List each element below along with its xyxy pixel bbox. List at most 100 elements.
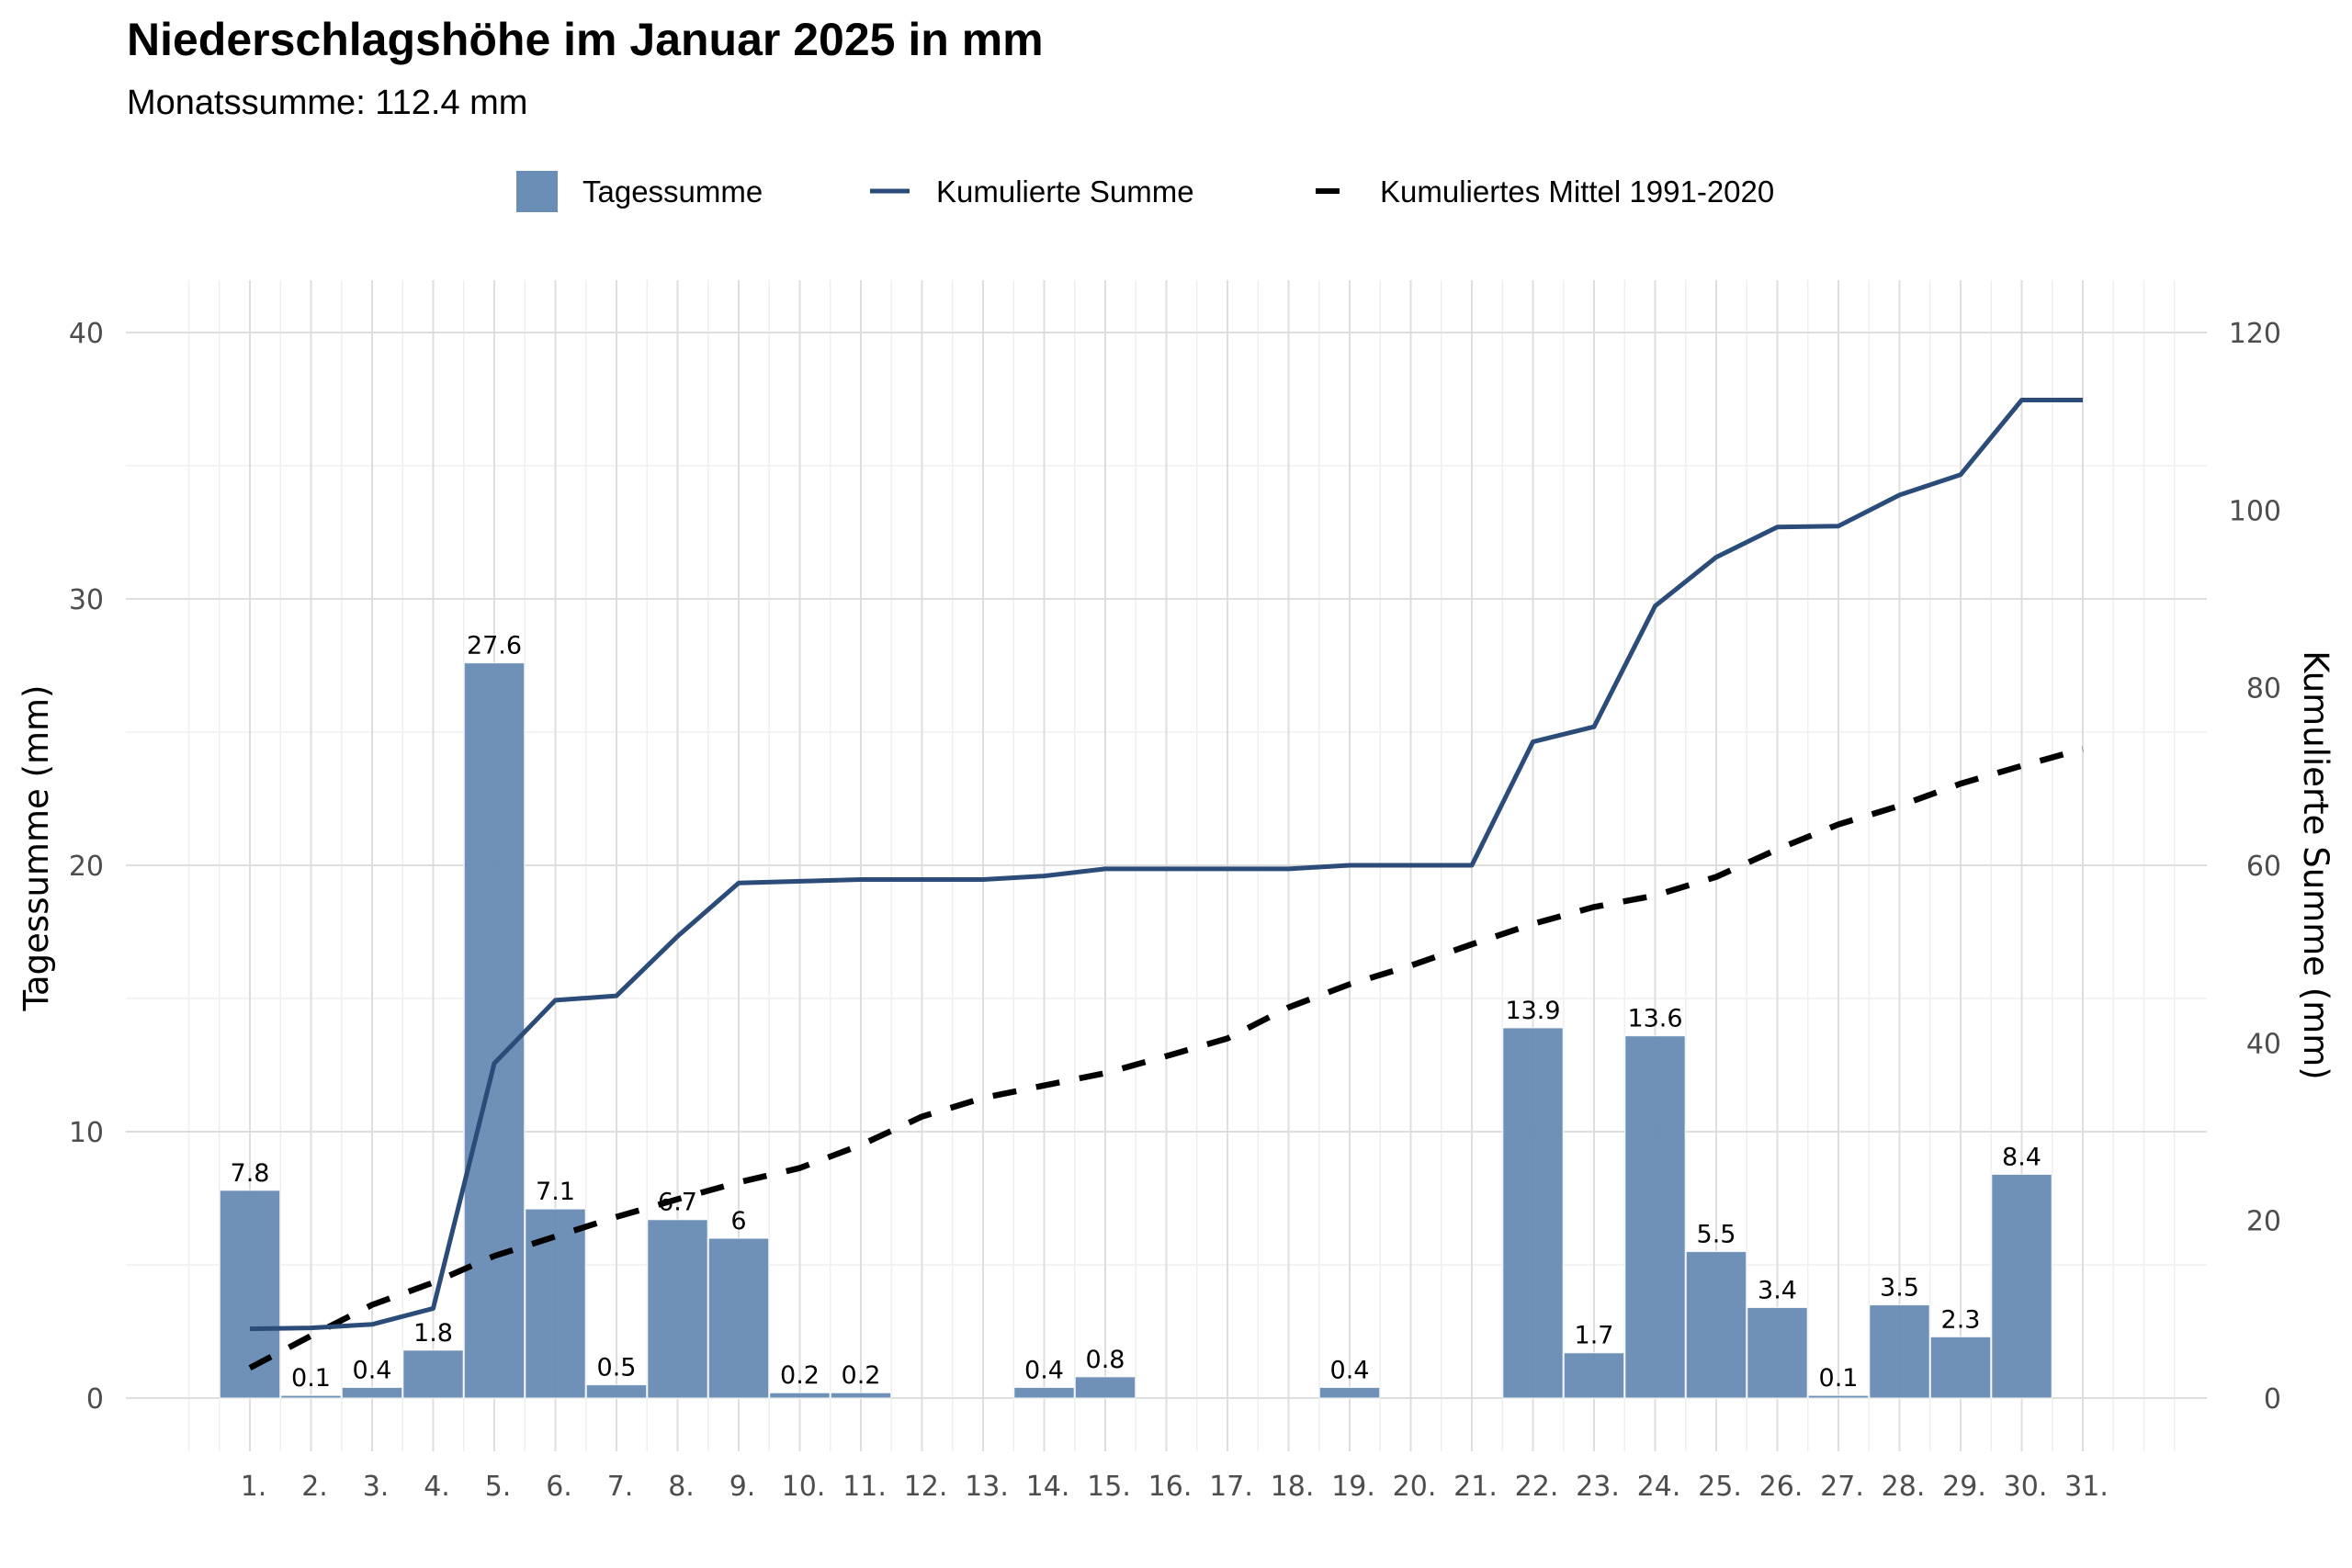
bar-value-label: 0.1 — [1819, 1364, 1859, 1393]
y-tick-right: 0 — [2264, 1383, 2281, 1416]
bar-labels: 7.80.1 0.41.827.67.10.56.760.2 0.2 0.4 0.8 0.… — [231, 632, 2041, 1393]
bar-value-label: 0.4 — [1024, 1356, 1064, 1384]
bar-day-10 — [769, 1392, 831, 1399]
y-tick-left: 10 — [69, 1117, 104, 1149]
bar-value-label: 1.8 — [413, 1319, 453, 1348]
bar-value-label: 0.1 — [291, 1364, 331, 1393]
x-tick-label: 28. — [1882, 1471, 1926, 1503]
bar-value-label: 0.2 — [780, 1361, 820, 1390]
x-tick-label: 11. — [842, 1471, 887, 1503]
y-tick-right: 80 — [2246, 673, 2281, 705]
bar-day-15 — [1074, 1376, 1136, 1399]
x-tick-label: 31. — [2064, 1471, 2109, 1503]
x-tick-label: 25. — [1698, 1471, 1742, 1503]
x-tick-label: 13. — [965, 1471, 1009, 1503]
y-tick-right: 100 — [2229, 495, 2281, 527]
y-tick-left: 20 — [69, 851, 104, 883]
x-tick-label: 16. — [1148, 1471, 1193, 1503]
x-tick-label: 21. — [1453, 1471, 1498, 1503]
bar-day-5 — [463, 661, 526, 1399]
bar-day-24 — [1624, 1034, 1686, 1399]
x-tick-label: 6. — [546, 1471, 572, 1503]
legend-label-tagessumme: Tagessumme — [582, 175, 763, 209]
x-tick-label: 26. — [1759, 1471, 1804, 1503]
x-tick-label: 8. — [668, 1471, 695, 1503]
chart-title: Niederschlagshöhe im Januar 2025 in mm — [127, 14, 1044, 65]
bar-day-29 — [1929, 1336, 1992, 1399]
bar-day-8 — [647, 1219, 708, 1399]
bar-value-label: 3.4 — [1758, 1276, 1797, 1304]
x-tick-label: 29. — [1942, 1471, 1986, 1503]
bar-value-label: 5.5 — [1697, 1221, 1736, 1249]
y-tick-right: 120 — [2229, 318, 2281, 350]
x-tick-label: 3. — [363, 1471, 390, 1503]
bar-value-label: 1.7 — [1575, 1322, 1614, 1350]
bar-value-label: 0.5 — [597, 1354, 637, 1382]
x-tick-label: 9. — [729, 1471, 756, 1503]
bar-value-label: 13.9 — [1505, 997, 1560, 1025]
x-tick-label: 12. — [904, 1471, 948, 1503]
x-tick-label: 2. — [301, 1471, 328, 1503]
bar-day-28 — [1869, 1303, 1930, 1399]
x-tick-label: 23. — [1576, 1471, 1620, 1503]
y-tick-left: 0 — [86, 1383, 104, 1416]
bar-value-label: 6 — [730, 1207, 746, 1235]
x-tick-label: 10. — [782, 1471, 826, 1503]
legend-label-kumulierte-summe: Kumulierte Summe — [936, 175, 1194, 209]
bar-value-label: 13.6 — [1627, 1005, 1682, 1033]
y-tick-right: 40 — [2246, 1028, 2281, 1060]
y-tick-left: 40 — [69, 318, 104, 350]
bar-day-6 — [525, 1208, 586, 1399]
legend: Tagessumme Kumulierte Summe Kumuliertes … — [516, 171, 1774, 212]
x-tick-label: 24. — [1637, 1471, 1681, 1503]
x-tick-label: 1. — [241, 1471, 267, 1503]
bar-value-label: 3.5 — [1880, 1274, 1919, 1303]
bar-day-27 — [1807, 1394, 1870, 1399]
x-tick-label: 27. — [1820, 1471, 1864, 1503]
x-tick-label: 14. — [1026, 1471, 1070, 1503]
x-tick-label: 20. — [1393, 1471, 1437, 1503]
bar-value-label: 27.6 — [467, 632, 522, 660]
bar-value-label: 7.8 — [231, 1159, 270, 1188]
grid — [126, 280, 2207, 1451]
bar-value-label: 0.8 — [1086, 1346, 1125, 1374]
bars — [219, 661, 2052, 1399]
y-tick-left: 30 — [69, 584, 104, 616]
y-tick-right: 60 — [2246, 851, 2281, 883]
bar-day-25 — [1685, 1250, 1747, 1399]
lines — [248, 398, 2084, 1371]
bar-value-label: 2.3 — [1941, 1305, 1981, 1334]
bar-value-label: 7.1 — [536, 1178, 575, 1206]
x-tick-label: 15. — [1087, 1471, 1131, 1503]
bar-day-9 — [707, 1237, 770, 1399]
bar-day-3 — [341, 1386, 403, 1399]
x-tick-label: 19. — [1331, 1471, 1375, 1503]
bar-day-4 — [402, 1349, 464, 1399]
y-axis-right-ticks: 0 20 40 60 80 100 120 — [2229, 318, 2281, 1416]
bar-day-22 — [1502, 1027, 1564, 1399]
bar-value-label: 8.4 — [2002, 1143, 2041, 1171]
y-axis-left-ticks: 0 10 20 30 40 — [69, 318, 104, 1416]
x-tick-label: 4. — [424, 1471, 450, 1503]
x-tick-label: 17. — [1209, 1471, 1253, 1503]
bar-day-26 — [1747, 1306, 1808, 1399]
bar-day-7 — [585, 1383, 648, 1399]
bar-value-label: 0.2 — [842, 1361, 881, 1390]
bar-day-30 — [1991, 1173, 2052, 1399]
legend-key-bar — [516, 171, 558, 212]
bar-day-11 — [830, 1392, 892, 1399]
x-tick-label: 22. — [1515, 1471, 1559, 1503]
x-tick-label: 7. — [607, 1471, 634, 1503]
x-tick-label: 30. — [2004, 1471, 2048, 1503]
bar-day-14 — [1013, 1386, 1075, 1399]
bar-day-2 — [280, 1394, 342, 1399]
legend-label-kumuliertes-mittel: Kumuliertes Mittel 1991-2020 — [1380, 175, 1774, 209]
x-axis-ticks: 1. 2. 3. 4. 5. 6. 7. 8. 9. 10. 11. 12. 13. 14. 15. 16. 1… — [241, 1471, 2109, 1503]
x-tick-label: 18. — [1271, 1471, 1315, 1503]
y-tick-right: 20 — [2246, 1206, 2281, 1238]
x-tick-label: 5. — [485, 1471, 512, 1503]
bar-day-19 — [1318, 1386, 1381, 1399]
chart-subtitle: Monatssumme: 112.4 mm — [127, 84, 527, 122]
bar-value-label: 0.4 — [1330, 1356, 1370, 1384]
